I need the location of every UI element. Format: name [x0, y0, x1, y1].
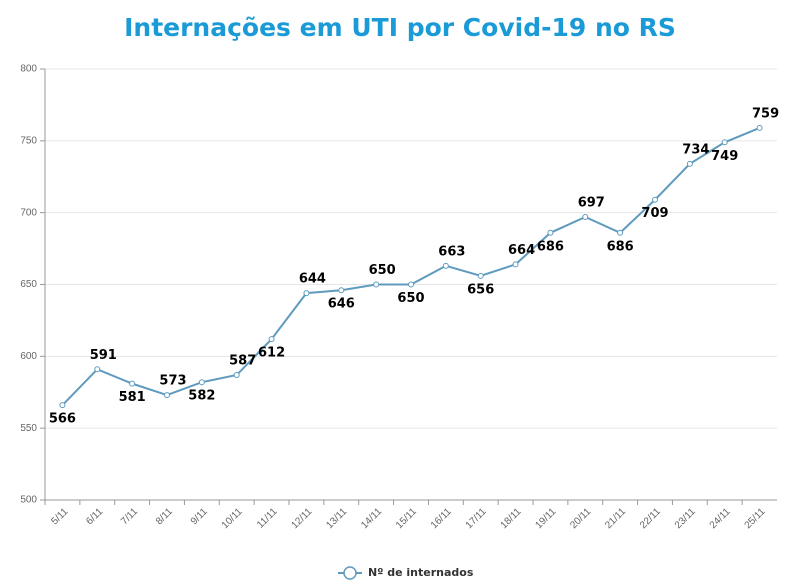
x-tick-label: 16/11 — [429, 506, 454, 531]
x-tick-label: 15/11 — [394, 506, 419, 531]
x-tick-label: 17/11 — [464, 506, 489, 531]
point — [512, 261, 519, 268]
point — [338, 287, 345, 294]
data-label: 709 — [641, 206, 668, 221]
point — [652, 196, 658, 203]
x-tick-label: 18/11 — [499, 506, 524, 531]
point — [617, 229, 624, 236]
data-label: 686 — [537, 239, 564, 254]
data-label: 591 — [90, 348, 117, 363]
point — [303, 290, 310, 297]
x-tick-label: 8/11 — [154, 506, 175, 527]
data-label: 581 — [119, 390, 146, 405]
point — [686, 160, 693, 167]
data-label: 644 — [299, 272, 326, 287]
data-label: 566 — [49, 412, 76, 427]
data-label: 759 — [752, 106, 779, 121]
x-tick-label: 23/11 — [673, 506, 698, 531]
point — [721, 139, 728, 146]
y-tick-label: 800 — [20, 64, 37, 75]
data-label: 734 — [682, 142, 709, 157]
x-tick-label: 10/11 — [220, 506, 245, 531]
x-tick-label: 22/11 — [638, 506, 663, 531]
x-tick-label: 13/11 — [324, 506, 349, 531]
x-tick-label: 7/11 — [119, 506, 140, 527]
x-tick-label: 25/11 — [743, 506, 768, 531]
data-label: 656 — [467, 282, 494, 297]
data-label: 664 — [508, 243, 535, 258]
data-label: 587 — [229, 354, 256, 369]
x-tick-label: 12/11 — [289, 506, 314, 531]
data-label: 582 — [188, 389, 215, 404]
x-tick-label: 19/11 — [533, 506, 558, 531]
y-tick-label: 600 — [20, 351, 37, 362]
point — [442, 262, 449, 269]
series-line — [61, 126, 760, 406]
x-tick-label: 6/11 — [84, 506, 105, 527]
data-label: 749 — [711, 149, 738, 164]
point — [268, 336, 275, 343]
data-label: 663 — [438, 244, 465, 259]
y-tick-label: 500 — [20, 495, 37, 506]
x-tick-label: 9/11 — [189, 506, 210, 527]
data-label: 650 — [397, 291, 424, 306]
x-tick-label: 24/11 — [708, 506, 733, 531]
point — [756, 124, 763, 131]
x-tick-label: 20/11 — [568, 506, 593, 531]
y-tick-label: 550 — [20, 423, 37, 434]
data-label: 697 — [578, 195, 605, 210]
point — [477, 272, 484, 279]
y-tick-label: 750 — [20, 135, 37, 146]
x-tick-label: 14/11 — [359, 506, 384, 531]
point — [164, 392, 170, 399]
point — [547, 229, 554, 236]
point — [94, 366, 101, 373]
x-tick-label: 21/11 — [603, 506, 628, 531]
point — [408, 281, 414, 288]
data-label: 573 — [159, 374, 186, 389]
y-tick-label: 650 — [20, 279, 37, 290]
point — [233, 372, 240, 379]
x-tick-label: 5/11 — [49, 506, 70, 527]
data-label: 646 — [328, 297, 355, 312]
legend-marker — [343, 566, 357, 580]
y-tick-label: 700 — [20, 207, 37, 218]
point — [582, 213, 589, 220]
data-label: 650 — [369, 263, 396, 278]
point — [59, 402, 66, 409]
point — [373, 281, 380, 288]
point — [129, 380, 136, 387]
legend-label: Nº de internados — [368, 566, 474, 579]
data-label: 612 — [258, 346, 285, 361]
chart-title: Internações em UTI por Covid-19 no RS — [124, 13, 676, 42]
x-tick-label: 11/11 — [255, 506, 280, 531]
data-label: 686 — [607, 239, 634, 254]
point — [198, 379, 205, 386]
